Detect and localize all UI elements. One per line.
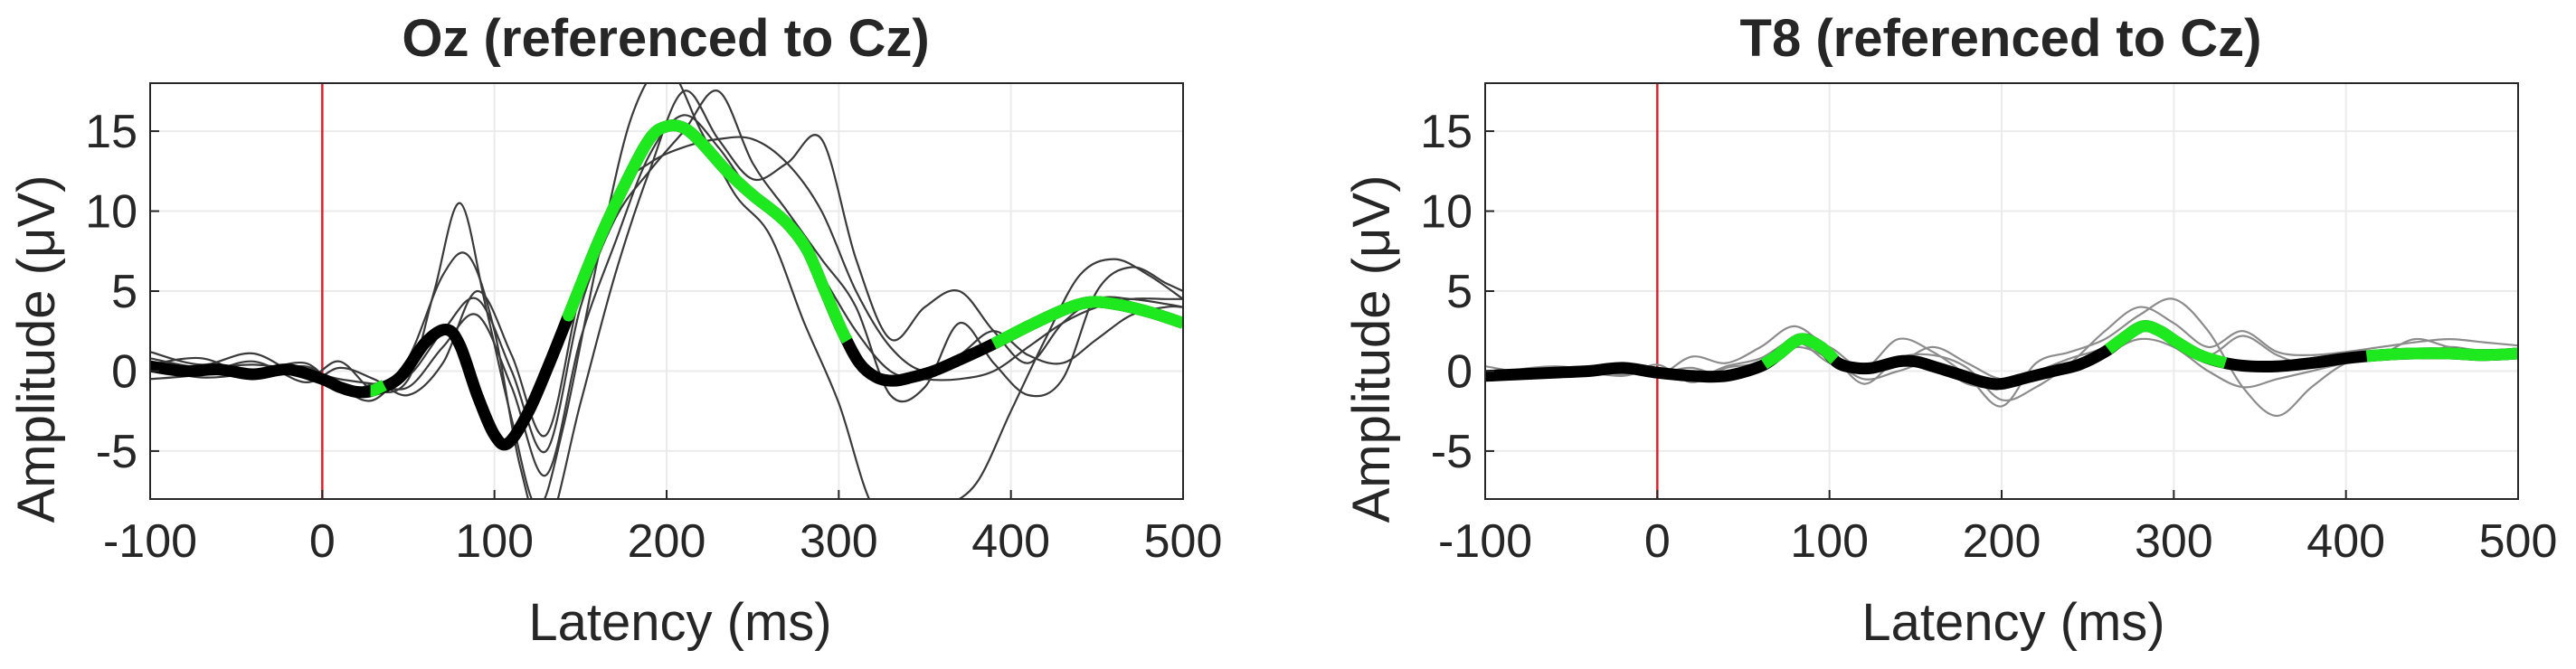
y-tick-label: 15 [85,106,137,158]
x-tick-label: 100 [1790,515,1869,568]
t8-panel: T8 (referenced to Cz) Latency (ms) Ampli… [1342,9,2557,652]
y-tick-label: 0 [1446,345,1473,398]
oz-panel: Oz (referenced to Cz) Latency (ms) Ampli… [7,9,1222,652]
y-tick-label: -5 [96,426,137,478]
individual-trace-1 [150,83,1183,499]
significant-segment [563,119,853,344]
x-tick-label: 400 [2306,515,2385,568]
x-tick-label: 0 [1644,515,1671,568]
x-tick-label: 500 [2479,515,2558,568]
chart-title-t8: T8 (referenced to Cz) [1740,9,2262,68]
traces-t8 [1485,83,2518,499]
x-tick-label: 100 [455,515,534,568]
x-tick-label: 400 [971,515,1050,568]
y-tick-label: 10 [85,186,137,239]
significant-segment [2105,320,2228,369]
traces-oz [150,83,1183,499]
y-axis-label-oz: Amplitude (μV) [7,175,66,523]
chart-title-oz: Oz (referenced to Cz) [402,9,929,68]
x-tick-label: 200 [628,515,706,568]
significant-segment [1760,333,1839,370]
x-axis-label-oz: Latency (ms) [528,593,831,652]
x-axis-label-t8: Latency (ms) [1861,593,2164,652]
y-tick-label: 5 [111,266,137,318]
x-tick-label: 200 [1963,515,2041,568]
x-tick-label: 500 [1144,515,1223,568]
average-waveform [1485,320,2518,391]
x-tick-label: -100 [1438,515,1532,568]
x-tick-label: 300 [2135,515,2213,568]
x-tick-label: 300 [800,515,878,568]
significant-segment [367,380,387,397]
y-tick-label: 0 [111,345,137,398]
y-tick-label: 5 [1446,266,1473,318]
individual-trace-3 [150,136,1183,438]
significant-segment [990,296,1183,350]
individual-trace-1 [1485,306,2518,402]
y-tick-label: -5 [1431,426,1473,478]
x-tick-label: -100 [103,515,197,568]
y-tick-label: 10 [1420,186,1473,239]
x-tick-label: 0 [309,515,336,568]
significant-segment [2365,347,2518,363]
y-axis-label-t8: Amplitude (μV) [1342,175,1401,523]
y-tick-label: 15 [1420,106,1473,158]
